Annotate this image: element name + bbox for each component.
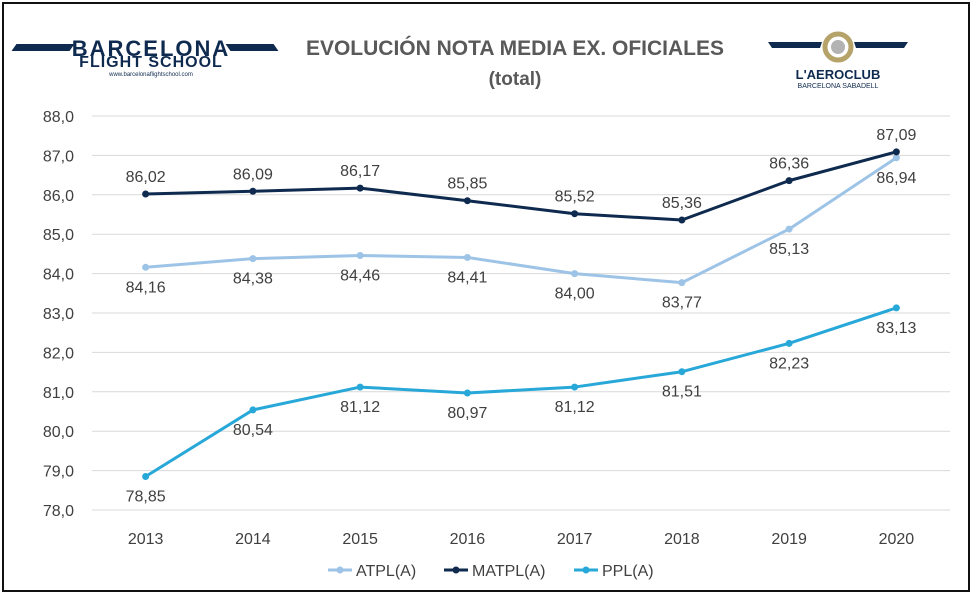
data-point [142, 473, 150, 481]
data-label: 86,36 [769, 156, 809, 173]
data-label: 83,13 [876, 320, 916, 337]
data-point [571, 210, 579, 218]
y-tick-label: 79,0 [43, 464, 74, 481]
logo-left-subname: FLIGHT SCHOOL [79, 54, 223, 71]
chart-title: EVOLUCIÓN NOTA MEDIA EX. OFICIALES [305, 37, 725, 60]
logo-left-name: BARCELONA [71, 36, 231, 61]
data-label: 81,12 [340, 399, 380, 416]
data-point [142, 263, 150, 271]
data-label: 83,77 [662, 295, 702, 312]
data-label: 85,85 [447, 176, 487, 193]
data-label: 84,16 [126, 279, 166, 296]
data-point [678, 216, 686, 224]
x-tick-label: 2016 [450, 531, 486, 548]
x-tick-label: 2013 [128, 531, 164, 548]
legend-marker [336, 566, 344, 574]
data-point [785, 225, 793, 233]
y-tick-label: 86,0 [43, 188, 74, 205]
y-tick-label: 80,0 [43, 424, 74, 441]
data-point [892, 304, 900, 312]
data-point [785, 177, 793, 185]
legend-marker [582, 566, 590, 574]
data-label: 80,97 [447, 405, 487, 422]
data-label: 84,41 [447, 269, 487, 286]
data-point [356, 383, 364, 391]
logo-right-subname: BARCELONA SABADELL [797, 83, 879, 90]
data-point [249, 255, 257, 263]
series-line [145, 156, 898, 285]
data-label: 78,85 [126, 489, 166, 506]
data-label: 86,94 [876, 170, 916, 187]
y-tick-label: 81,0 [43, 385, 74, 402]
data-point [678, 368, 686, 376]
barcelona-flight-school-logo: BARCELONA FLIGHT SCHOOL www.barcelonafli… [11, 36, 279, 82]
data-label: 86,17 [340, 163, 380, 180]
legend-label: PPL(A) [602, 563, 654, 580]
data-point [463, 389, 471, 397]
logo-left-url: www.barcelonaflightschool.com [109, 72, 193, 78]
x-tick-label: 2018 [664, 531, 700, 548]
legend-marker [452, 566, 460, 574]
x-tick-label: 2020 [879, 531, 915, 548]
data-point [463, 253, 471, 261]
y-tick-label: 78,0 [43, 503, 74, 520]
y-tick-label: 84,0 [43, 267, 74, 284]
y-tick-label: 85,0 [43, 227, 74, 244]
data-label: 84,38 [233, 271, 273, 288]
data-point [892, 154, 900, 162]
data-point [356, 251, 364, 259]
x-tick-label: 2014 [235, 531, 271, 548]
data-label: 86,02 [126, 169, 166, 186]
x-tick-label: 2019 [771, 531, 807, 548]
data-point [571, 270, 579, 278]
data-point [892, 148, 900, 156]
data-label: 81,12 [555, 399, 595, 416]
data-label: 80,54 [233, 422, 273, 439]
data-point [785, 339, 793, 347]
data-label: 85,36 [662, 195, 702, 212]
data-label: 81,51 [662, 384, 702, 401]
data-point [249, 406, 257, 414]
data-label: 85,52 [555, 189, 595, 206]
data-point [678, 279, 686, 287]
data-point [571, 383, 579, 391]
series-line [144, 306, 897, 478]
data-label: 84,46 [340, 267, 380, 284]
data-point [249, 187, 257, 195]
data-label: 87,09 [876, 127, 916, 144]
y-tick-label: 88,0 [43, 109, 74, 126]
legend-label: MATPL(A) [472, 563, 545, 580]
series-line [145, 150, 897, 222]
data-point [356, 184, 364, 192]
data-point [463, 197, 471, 205]
legend-label: ATPL(A) [356, 563, 416, 580]
x-tick-label: 2015 [342, 531, 378, 548]
data-label: 85,13 [769, 241, 809, 258]
y-tick-label: 83,0 [43, 306, 74, 323]
y-tick-label: 82,0 [43, 345, 74, 362]
data-label: 86,09 [233, 166, 273, 183]
logo-right-name: L'AEROCLUB [795, 67, 881, 82]
aeroclub-emblem-icon [768, 31, 908, 63]
data-point [142, 190, 150, 198]
data-label: 82,23 [769, 355, 809, 372]
chart-subtitle: (total) [488, 69, 542, 90]
data-label: 84,00 [555, 286, 595, 303]
aeroclub-logo: L'AEROCLUB BARCELONA SABADELL [768, 30, 908, 94]
x-tick-label: 2017 [557, 531, 593, 548]
y-tick-label: 87,0 [43, 148, 74, 165]
